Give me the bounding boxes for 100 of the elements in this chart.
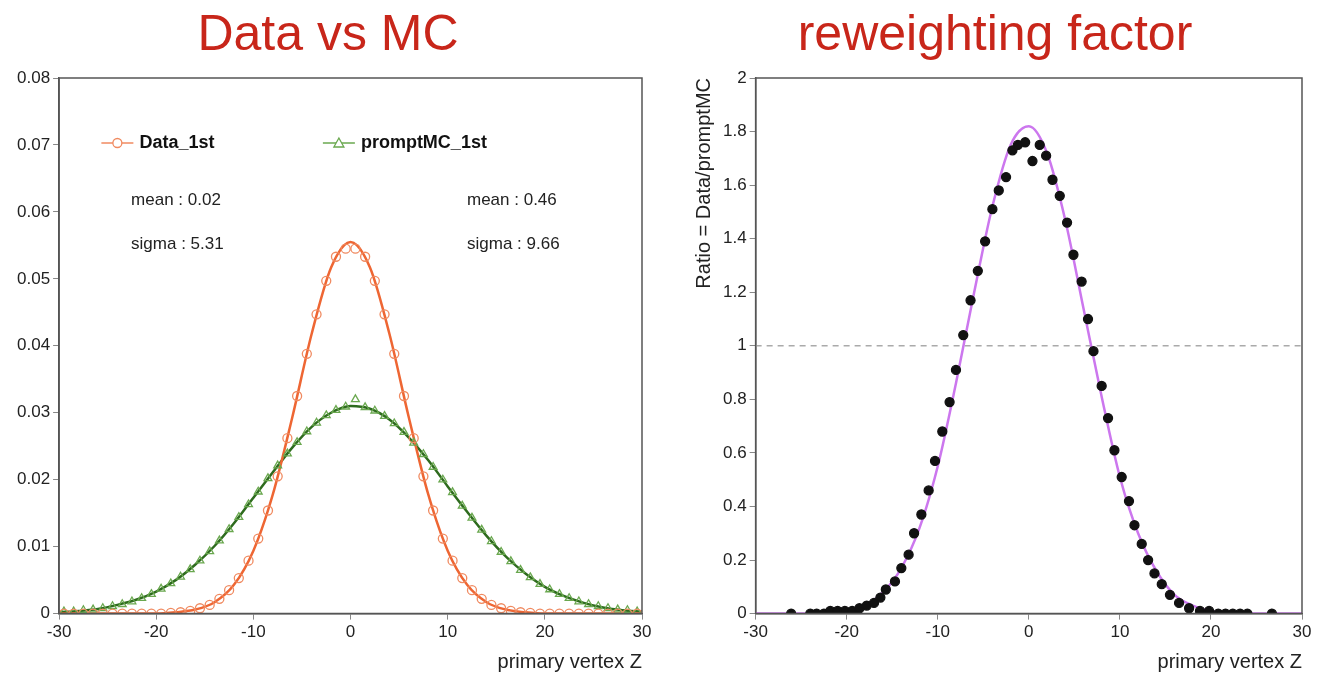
- point: [292, 437, 302, 446]
- point: [554, 589, 564, 598]
- point: [156, 583, 166, 592]
- point: [301, 348, 312, 359]
- point: [467, 512, 477, 521]
- y-tick-label: 0: [737, 603, 747, 623]
- point: [486, 599, 497, 611]
- legend-label: Data_1st: [139, 131, 215, 152]
- point: [330, 251, 342, 262]
- x-tick-label: 10: [438, 622, 458, 642]
- point: [185, 564, 195, 573]
- point: [418, 471, 429, 482]
- point: [205, 546, 215, 555]
- y-tick-label: 0.03: [16, 402, 51, 422]
- x-tick-label: 30: [632, 622, 652, 642]
- point: [389, 348, 400, 359]
- point: [350, 243, 361, 254]
- x-tick-label: 30: [1292, 622, 1312, 642]
- point: [321, 275, 332, 287]
- point: [107, 601, 118, 610]
- point: [321, 410, 331, 419]
- legend-label: promptMC_1st: [360, 131, 487, 152]
- point: [409, 437, 419, 446]
- point: [262, 505, 274, 516]
- y-axis-title: Ratio = Data/promptMC: [691, 78, 714, 289]
- point: [137, 593, 147, 602]
- y-tick-label: 0.04: [16, 335, 51, 355]
- point: [175, 571, 186, 580]
- point: [516, 564, 526, 573]
- point: [282, 433, 293, 444]
- point: [166, 578, 176, 587]
- point: [253, 486, 263, 495]
- annotation: sigma : 5.31: [131, 233, 224, 253]
- y-tick-label: 0.2: [722, 549, 747, 569]
- point: [233, 572, 244, 584]
- y-tick-label: 1.2: [722, 281, 747, 301]
- point: [369, 275, 380, 287]
- y-tick-label: 0.05: [16, 268, 51, 288]
- point: [331, 404, 341, 413]
- x-tick-label: 10: [1110, 622, 1130, 642]
- y-tick-label: 1.8: [722, 121, 747, 141]
- point: [146, 589, 156, 598]
- point: [399, 427, 409, 436]
- point: [418, 449, 428, 458]
- annotation: mean : 0.46: [467, 189, 557, 209]
- point: [311, 417, 322, 426]
- y-tick-label: 0.8: [722, 389, 747, 409]
- point: [535, 578, 545, 588]
- x-tick-label: -20: [143, 622, 169, 642]
- y-tick-label: 2: [737, 67, 747, 87]
- x-axis-title: primary vertex Z: [1157, 649, 1302, 672]
- point: [428, 461, 438, 470]
- y-tick-label: 0.06: [16, 201, 51, 221]
- point: [350, 394, 360, 403]
- point: [282, 448, 292, 457]
- point: [380, 410, 390, 419]
- x-tick-label: 0: [1024, 622, 1034, 642]
- point: [98, 603, 108, 612]
- point: [340, 243, 351, 254]
- point: [437, 533, 448, 544]
- point: [360, 402, 370, 411]
- point: [389, 418, 399, 427]
- point: [457, 572, 468, 584]
- point: [427, 505, 439, 516]
- point: [359, 251, 371, 262]
- y-tick-label: 0.6: [722, 442, 747, 462]
- point: [263, 473, 273, 482]
- point: [311, 309, 322, 320]
- point: [603, 603, 613, 612]
- point: [195, 555, 205, 564]
- point: [584, 599, 594, 608]
- point: [117, 599, 127, 608]
- point: [204, 599, 215, 611]
- y-tick-label: 1.4: [722, 228, 747, 248]
- point: [447, 555, 458, 566]
- x-tick-label: -30: [743, 622, 768, 642]
- y-tick-label: 1.6: [722, 174, 747, 194]
- point: [234, 512, 244, 521]
- x-tick-label: -10: [241, 622, 266, 642]
- x-tick-label: -30: [46, 622, 72, 642]
- point: [341, 401, 351, 410]
- point: [574, 596, 584, 605]
- point: [476, 593, 487, 605]
- point: [224, 524, 234, 533]
- point: [496, 546, 506, 555]
- y-tick-label: 0.4: [722, 496, 747, 516]
- y-tick-label: 0.07: [16, 134, 51, 154]
- point: [272, 471, 283, 482]
- point: [253, 533, 264, 544]
- point: [185, 605, 196, 614]
- chart-title: reweighting factor: [797, 4, 1193, 61]
- point: [525, 572, 535, 581]
- y-tick-label: 0.08: [16, 67, 51, 87]
- point: [370, 405, 380, 414]
- point: [194, 603, 206, 614]
- annotation: sigma : 9.66: [467, 233, 560, 253]
- point: [564, 593, 574, 602]
- point: [506, 556, 516, 565]
- point: [127, 596, 137, 605]
- point: [273, 460, 283, 469]
